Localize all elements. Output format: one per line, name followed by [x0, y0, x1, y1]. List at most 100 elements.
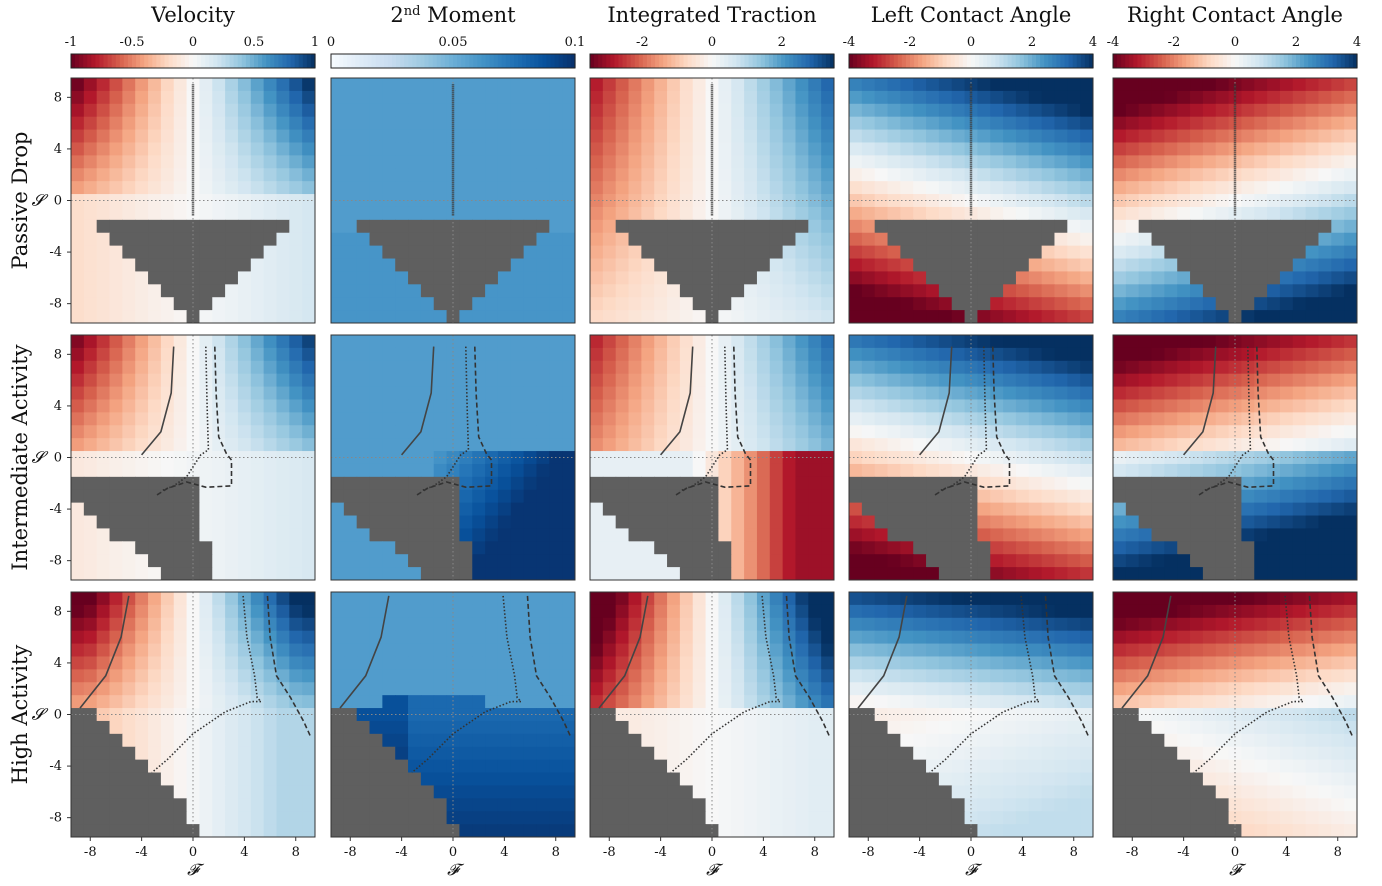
heatmap-cell: [1054, 515, 1068, 529]
heatmap-cell: [1003, 155, 1017, 169]
heatmap-cell: [459, 438, 473, 452]
heatmap-cell: [331, 297, 345, 311]
heatmap-cell: [497, 592, 512, 606]
colorbar-swatch: [363, 54, 369, 68]
heatmap-cell: [654, 528, 668, 542]
heatmap-cell: [1003, 245, 1017, 260]
heatmap-cell: [1177, 541, 1191, 555]
heatmap-cell: [536, 335, 550, 349]
heatmap-cell: [173, 399, 188, 413]
heatmap-cell: [1041, 142, 1055, 156]
heatmap-cell: [590, 168, 604, 182]
heatmap-cell: [510, 335, 525, 349]
heatmap-cell: [96, 746, 111, 761]
heatmap-cell: [769, 708, 784, 722]
heatmap-cell: [679, 284, 694, 298]
colorbar-swatch: [1296, 54, 1301, 68]
heatmap-cell: [821, 476, 835, 491]
heatmap-cell: [83, 528, 98, 542]
heatmap-cell: [990, 360, 1004, 375]
heatmap-cell: [849, 399, 863, 413]
heatmap-cell: [472, 695, 486, 709]
heatmap-cell: [276, 373, 290, 388]
heatmap-cell: [964, 206, 978, 221]
heatmap-cell: [420, 335, 435, 349]
heatmap-cell: [679, 695, 694, 709]
heatmap-cell: [459, 785, 473, 799]
heatmap-cell: [331, 438, 345, 452]
heatmap-cell: [1215, 425, 1230, 439]
heatmap-cell: [433, 824, 448, 838]
heatmap-cell: [485, 489, 499, 504]
heatmap-cell: [96, 155, 111, 169]
heatmap-cell: [96, 798, 111, 812]
heatmap-cell: [523, 592, 537, 606]
heatmap-cell: [1080, 284, 1094, 298]
colorbar-swatch: [914, 54, 919, 68]
heatmap-cell: [122, 181, 136, 195]
colorbar-swatch: [606, 54, 611, 68]
heatmap-cell: [395, 103, 409, 118]
heatmap-cell: [769, 181, 784, 195]
heatmap-cell: [408, 425, 422, 439]
heatmap-cell: [263, 297, 277, 311]
heatmap-cell: [744, 643, 758, 657]
heatmap-cell: [1113, 541, 1127, 555]
heatmap-cell: [1151, 284, 1165, 298]
heatmap-cell: [212, 489, 226, 504]
heatmap-cell: [938, 554, 953, 568]
heatmap-cell: [628, 386, 642, 400]
heatmap-cell: [1305, 297, 1319, 311]
heatmap-cell: [628, 245, 642, 260]
heatmap-cell: [1113, 103, 1127, 118]
heatmap-cell: [1015, 438, 1030, 452]
heatmap-cell: [549, 643, 563, 657]
y-tick-label: 4: [54, 142, 62, 157]
heatmap-cell: [302, 155, 316, 169]
heatmap-cell: [849, 541, 863, 555]
heatmap-cell: [1305, 347, 1319, 362]
heatmap-cell: [821, 515, 835, 529]
heatmap-cell: [1028, 116, 1043, 131]
heatmap-cell: [369, 386, 383, 400]
heatmap-cell: [237, 116, 252, 131]
heatmap-cell: [1190, 476, 1204, 491]
heatmap-cell: [109, 798, 123, 812]
heatmap-cell: [1151, 567, 1165, 581]
heatmap-cell: [1138, 541, 1153, 555]
heatmap-cell: [654, 181, 668, 195]
heatmap-cell: [343, 232, 358, 247]
y-tick-label: 0: [54, 708, 62, 723]
heatmap-cell: [1028, 476, 1043, 491]
heatmap-cell: [562, 103, 576, 118]
heatmap-cell: [497, 284, 512, 298]
heatmap-cell: [1279, 284, 1294, 298]
heatmap-cell: [1054, 541, 1068, 555]
heatmap-cell: [744, 297, 758, 311]
heatmap-cell: [1292, 541, 1307, 555]
heatmap-cell: [302, 78, 316, 92]
heatmap-cell: [874, 168, 889, 182]
heatmap-cell: [212, 219, 226, 234]
heatmap-cell: [148, 708, 162, 722]
heatmap-cell: [977, 373, 991, 388]
heatmap-cell: [408, 669, 422, 683]
heatmap-cell: [590, 310, 604, 324]
heatmap-cell: [250, 103, 265, 118]
heatmap-cell: [641, 155, 655, 169]
heatmap-cell: [1164, 515, 1178, 529]
heatmap-cell: [769, 116, 784, 131]
heatmap-cell: [83, 643, 98, 657]
heatmap-cell: [1003, 258, 1017, 272]
y-axis-label: 𝓢: [32, 448, 49, 467]
heatmap-cell: [1164, 463, 1178, 478]
heatmap-cell: [250, 258, 265, 272]
heatmap-cell: [1279, 271, 1294, 285]
heatmap-cell: [1254, 386, 1268, 400]
heatmap-cell: [1054, 206, 1068, 221]
heatmap-cell: [83, 604, 98, 619]
heatmap-cell: [1003, 297, 1017, 311]
heatmap-cell: [1125, 360, 1140, 375]
heatmap-cell: [122, 90, 136, 105]
heatmap-cell: [250, 811, 265, 825]
